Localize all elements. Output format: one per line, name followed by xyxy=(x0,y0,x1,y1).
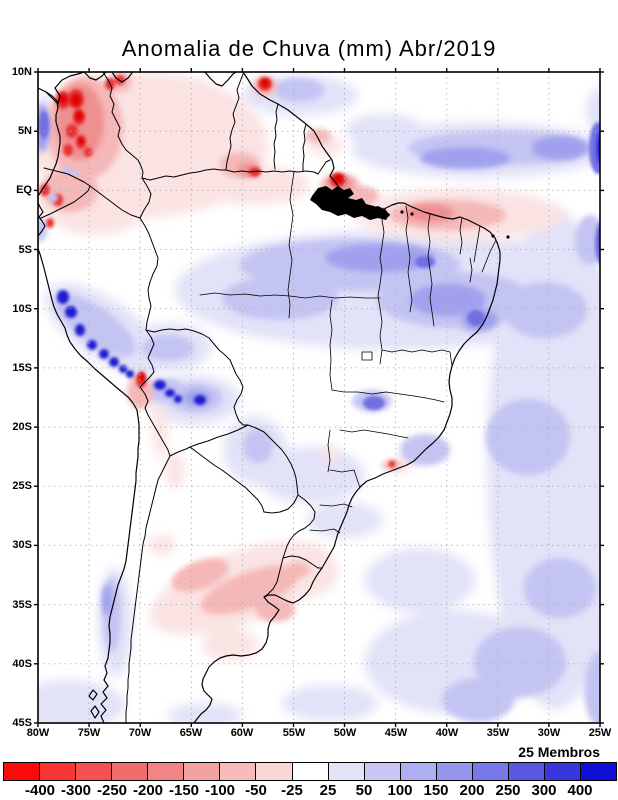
colorbar-segment xyxy=(76,763,113,780)
state-borders xyxy=(199,171,497,534)
colorbar-tick-label: -400 xyxy=(24,782,56,799)
colorbar-tick-label: 150 xyxy=(423,782,449,799)
amazon-delta-landmass xyxy=(310,186,510,239)
colorbar-segment xyxy=(544,763,581,780)
lon-tick-label: 70W xyxy=(128,727,152,739)
lon-tick-label: 45W xyxy=(384,727,408,739)
lon-tick-label: 60W xyxy=(230,727,254,739)
colorbar-segment xyxy=(472,763,509,780)
anomaly-field xyxy=(38,72,600,723)
colorbar-segment xyxy=(112,763,149,780)
colorbar-segment xyxy=(4,763,41,780)
colorbar-tick-label: 400 xyxy=(567,782,593,799)
colorbar-tick-label: 50 xyxy=(355,782,373,799)
colorbar-segment xyxy=(328,763,365,780)
colorbar-tick-label: -150 xyxy=(168,782,200,799)
colorbar-segment xyxy=(184,763,221,780)
colorbar-tick-label: -250 xyxy=(96,782,128,799)
colorbar-segment xyxy=(256,763,293,780)
colorbar-segment xyxy=(400,763,437,780)
lat-tick-label: 35S xyxy=(12,599,32,611)
lon-tick-label: 65W xyxy=(179,727,203,739)
colorbar-tick-label: -25 xyxy=(281,782,303,799)
coastline xyxy=(38,72,501,723)
lon-tick-label: 75W xyxy=(77,727,101,739)
lon-tick-label: 35W xyxy=(486,727,510,739)
colorbar-segment xyxy=(148,763,185,780)
lat-tick-label: 15S xyxy=(12,362,32,374)
colorbar-tick-label: -300 xyxy=(60,782,92,799)
country-borders xyxy=(40,72,331,723)
lat-tick-label: 20S xyxy=(12,421,32,433)
lon-tick-label: 55W xyxy=(282,727,306,739)
colorbar-tick-label: -100 xyxy=(204,782,236,799)
lat-tick-label: 10S xyxy=(12,303,32,315)
colorbar-segment xyxy=(436,763,473,780)
colorbar-segment xyxy=(220,763,257,780)
colorbar-tick-label: 300 xyxy=(531,782,557,799)
colorbar-segment xyxy=(508,763,545,780)
colorbar-segment xyxy=(292,763,329,780)
colorbar-tick-label: -200 xyxy=(132,782,164,799)
lat-tick-label: 30S xyxy=(12,539,32,551)
lat-tick-label: 45S xyxy=(12,717,32,729)
plot-frame xyxy=(37,71,601,724)
lon-tick-label: 80W xyxy=(26,727,50,739)
colorbar-tick-label: 200 xyxy=(459,782,485,799)
colorbar xyxy=(3,762,617,781)
map-title: Anomalia de Chuva (mm) Abr/2019 xyxy=(121,36,497,61)
colorbar-segment xyxy=(581,763,617,780)
lat-tick-label: 25S xyxy=(12,480,32,492)
lat-tick-label: 5S xyxy=(18,244,32,256)
lat-tick-label: EQ xyxy=(16,184,32,196)
colorbar-segment xyxy=(40,763,77,780)
colorbar-tick-label: -50 xyxy=(245,782,267,799)
lon-tick-label: 30W xyxy=(537,727,561,739)
lon-tick-label: 50W xyxy=(333,727,357,739)
colorbar-tick-label: 25 xyxy=(319,782,337,799)
lat-tick-label: 10N xyxy=(11,66,32,78)
axis-ticks xyxy=(34,68,604,727)
lon-tick-label: 25W xyxy=(588,727,612,739)
lat-tick-label: 5N xyxy=(17,125,32,137)
ensemble-members-label: 25 Membros xyxy=(518,744,600,760)
lon-tick-label: 40W xyxy=(435,727,459,739)
colorbar-segment xyxy=(364,763,401,780)
colorbar-tick-label: 250 xyxy=(495,782,521,799)
lat-tick-label: 40S xyxy=(12,658,32,670)
colorbar-tick-label: 100 xyxy=(387,782,413,799)
